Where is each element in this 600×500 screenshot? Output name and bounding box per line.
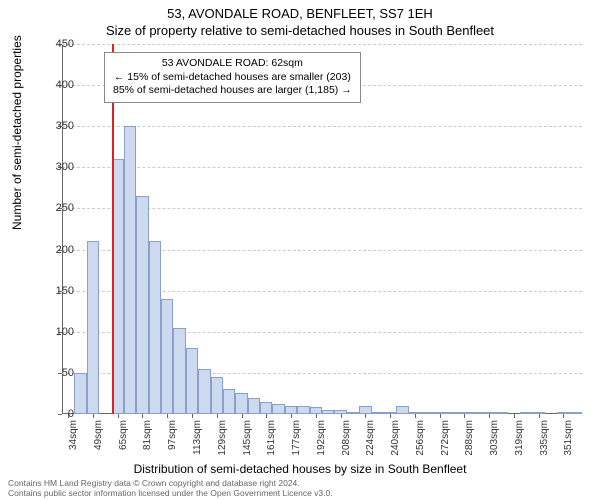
histogram-bar bbox=[161, 299, 173, 414]
xtick-mark bbox=[266, 414, 267, 418]
histogram-bar bbox=[149, 241, 161, 414]
histogram-bar bbox=[297, 406, 309, 414]
xtick-mark bbox=[291, 414, 292, 418]
xtick-label: 224sqm bbox=[365, 420, 376, 456]
xtick-label: 240sqm bbox=[390, 420, 401, 456]
xtick-label: 335sqm bbox=[539, 420, 550, 456]
histogram-bar bbox=[421, 412, 433, 414]
histogram-bar bbox=[235, 393, 247, 414]
grid-line bbox=[62, 126, 582, 127]
histogram-bar bbox=[198, 369, 210, 414]
xtick-label: 177sqm bbox=[291, 420, 302, 456]
histogram-bar bbox=[74, 373, 86, 414]
xtick-mark bbox=[242, 414, 243, 418]
histogram-bar bbox=[396, 406, 408, 414]
grid-line bbox=[62, 44, 582, 45]
xtick-mark bbox=[514, 414, 515, 418]
xtick-label: 113sqm bbox=[192, 420, 203, 455]
xtick-label: 192sqm bbox=[316, 420, 327, 456]
histogram-bar bbox=[211, 377, 223, 414]
xtick-mark bbox=[440, 414, 441, 418]
xtick-label: 49sqm bbox=[93, 420, 104, 450]
histogram-bar bbox=[347, 412, 359, 414]
xtick-mark bbox=[93, 414, 94, 418]
y-axis-label: Number of semi-detached properties bbox=[10, 35, 24, 230]
xtick-label: 351sqm bbox=[563, 420, 574, 456]
ytick-label: 50 bbox=[34, 367, 74, 379]
xtick-mark bbox=[365, 414, 366, 418]
xtick-label: 145sqm bbox=[242, 420, 253, 456]
xtick-label: 256sqm bbox=[415, 420, 426, 456]
info-line-1: 53 AVONDALE ROAD: 62sqm bbox=[113, 57, 352, 71]
ytick-label: 200 bbox=[34, 244, 74, 256]
chart-titles: 53, AVONDALE ROAD, BENFLEET, SS7 1EH Siz… bbox=[0, 6, 600, 38]
xtick-mark bbox=[316, 414, 317, 418]
xtick-label: 65sqm bbox=[118, 420, 129, 450]
xtick-mark bbox=[539, 414, 540, 418]
histogram-bar bbox=[223, 389, 235, 414]
histogram-bar bbox=[359, 406, 371, 414]
xtick-label: 97sqm bbox=[167, 420, 178, 450]
ytick-label: 400 bbox=[34, 79, 74, 91]
histogram-bar bbox=[520, 412, 532, 414]
xtick-mark bbox=[489, 414, 490, 418]
xtick-label: 288sqm bbox=[464, 420, 475, 456]
info-line-3: 85% of semi-detached houses are larger (… bbox=[113, 84, 352, 98]
address-title: 53, AVONDALE ROAD, BENFLEET, SS7 1EH bbox=[0, 6, 600, 21]
xtick-label: 319sqm bbox=[514, 420, 525, 456]
subtitle: Size of property relative to semi-detach… bbox=[0, 23, 600, 38]
histogram-bar bbox=[471, 412, 483, 414]
xtick-mark bbox=[118, 414, 119, 418]
xtick-mark bbox=[142, 414, 143, 418]
xtick-label: 208sqm bbox=[341, 420, 352, 456]
histogram-bar bbox=[136, 196, 148, 414]
histogram-bar bbox=[372, 412, 384, 414]
xtick-label: 272sqm bbox=[440, 420, 451, 456]
ytick-label: 150 bbox=[34, 285, 74, 297]
xtick-label: 129sqm bbox=[217, 420, 228, 456]
xtick-mark bbox=[192, 414, 193, 418]
histogram-bar bbox=[446, 412, 458, 414]
xtick-mark bbox=[563, 414, 564, 418]
histogram-bar bbox=[186, 348, 198, 414]
credits-line-2: Contains public sector information licen… bbox=[8, 488, 333, 498]
credits-line-1: Contains HM Land Registry data © Crown c… bbox=[8, 478, 333, 488]
grid-line bbox=[62, 167, 582, 168]
xtick-label: 303sqm bbox=[489, 420, 500, 456]
ytick-label: 300 bbox=[34, 161, 74, 173]
histogram-bar bbox=[272, 404, 284, 414]
ytick-label: 100 bbox=[34, 326, 74, 338]
xtick-mark bbox=[415, 414, 416, 418]
ytick-label: 350 bbox=[34, 120, 74, 132]
histogram-bar bbox=[260, 402, 272, 414]
histogram-bar bbox=[322, 410, 334, 414]
ytick-label: 250 bbox=[34, 202, 74, 214]
histogram-bar bbox=[124, 126, 136, 414]
xtick-mark bbox=[464, 414, 465, 418]
histogram-bar bbox=[248, 398, 260, 414]
histogram-bar bbox=[173, 328, 185, 414]
histogram-bar bbox=[570, 412, 582, 414]
xtick-label: 81sqm bbox=[142, 420, 153, 450]
info-annotation-box: 53 AVONDALE ROAD: 62sqm ← 15% of semi-de… bbox=[104, 52, 361, 103]
histogram-bar bbox=[495, 412, 507, 414]
xtick-mark bbox=[390, 414, 391, 418]
credits: Contains HM Land Registry data © Crown c… bbox=[8, 478, 333, 498]
xtick-mark bbox=[341, 414, 342, 418]
xtick-mark bbox=[217, 414, 218, 418]
info-line-2: ← 15% of semi-detached houses are smalle… bbox=[113, 71, 352, 85]
histogram-bar bbox=[285, 406, 297, 414]
ytick-label: 450 bbox=[34, 38, 74, 50]
ytick-label: 0 bbox=[34, 408, 74, 420]
histogram-bar bbox=[87, 241, 99, 414]
xtick-label: 161sqm bbox=[266, 420, 277, 456]
xtick-label: 34sqm bbox=[68, 420, 79, 450]
xtick-mark bbox=[167, 414, 168, 418]
x-axis-label: Distribution of semi-detached houses by … bbox=[0, 462, 600, 476]
